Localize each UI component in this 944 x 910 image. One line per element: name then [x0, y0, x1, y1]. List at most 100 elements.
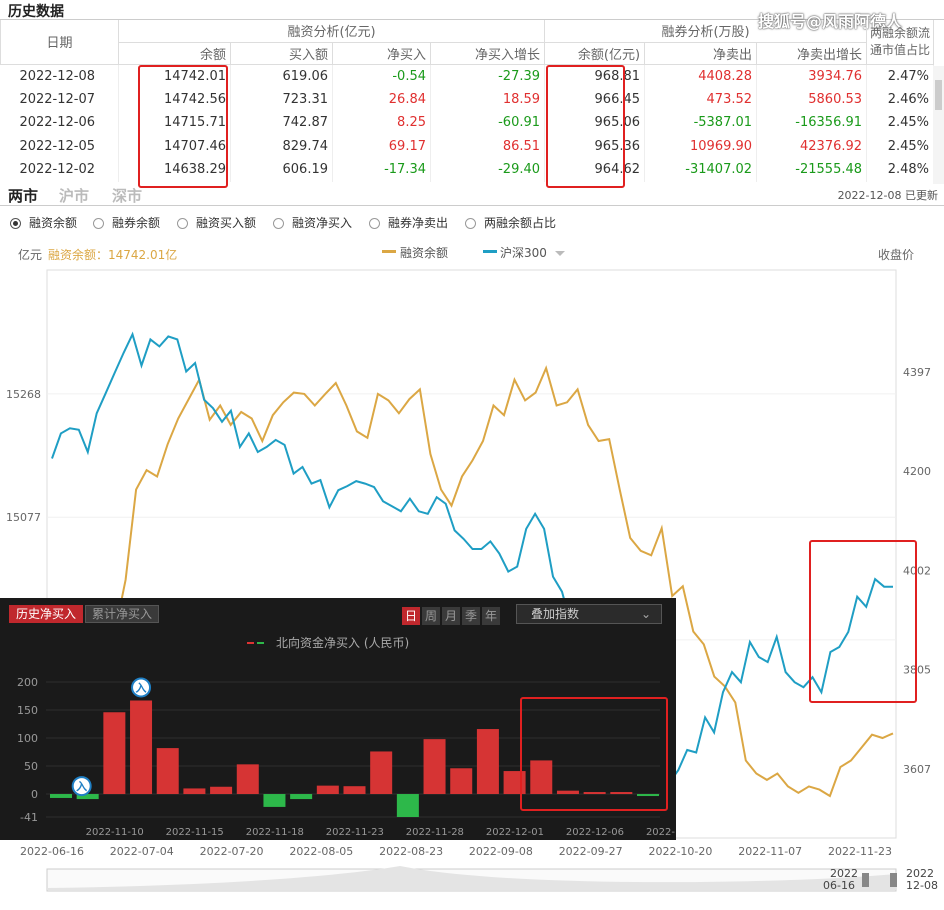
bar[interactable]: [183, 788, 206, 795]
highlight-box-rq-balance: [546, 65, 625, 188]
x-tick: 2022-11-07: [738, 845, 802, 858]
bar[interactable]: [236, 764, 259, 795]
row-cell: 473.52: [644, 87, 758, 111]
legend-label-rz[interactable]: 融资余额: [400, 245, 448, 260]
bar[interactable]: [130, 700, 153, 795]
bar[interactable]: [583, 792, 606, 795]
bar[interactable]: [610, 792, 633, 795]
row-cell: 619.06: [230, 64, 333, 88]
row-cell: 26.84: [332, 87, 431, 111]
y-right-tick: 4397: [903, 366, 931, 379]
row-cell: 964.62: [544, 158, 646, 182]
navigator-handle-right[interactable]: [890, 873, 897, 887]
period-4[interactable]: 年: [482, 607, 500, 625]
x-tick: 2022-07-20: [200, 845, 264, 858]
col-header[interactable]: 净卖出: [644, 42, 758, 65]
period-0[interactable]: 日: [402, 607, 420, 625]
bar-x-tick: 2022-11-18: [246, 827, 304, 838]
bar[interactable]: [530, 760, 553, 795]
bar[interactable]: [210, 786, 233, 795]
x-tick: 2022-06-16: [20, 845, 84, 858]
buy-marker-icon[interactable]: [131, 677, 152, 698]
navigator[interactable]: 2022 06-16 2022 12-08: [46, 866, 938, 892]
margin-balance-chart[interactable]: 亿元 融资余额：14742.01亿 融资余额 沪深300 收盘价 15268 15…: [0, 238, 944, 910]
x-tick: 2022-09-27: [559, 845, 623, 858]
bar-y-tick: 200: [17, 676, 38, 689]
navigator-handle-left[interactable]: [862, 873, 869, 887]
tab-cumulative-net-buy[interactable]: 累计净买入: [85, 605, 159, 623]
row-cell: 965.06: [544, 111, 646, 135]
market-tabs: 两市 沪市 深市 2022-12-08 已更新: [0, 184, 944, 206]
radio-rq-net-sell[interactable]: 融券净卖出: [369, 214, 448, 231]
row-cell: 4408.28: [644, 64, 758, 88]
rz-group-header: 融资分析(亿元): [117, 20, 546, 43]
bar[interactable]: [263, 794, 286, 807]
radio-margin-ratio[interactable]: 两融余额占比: [465, 214, 556, 231]
y-axis-right: 4397 4200 4002 3805 3607: [903, 366, 931, 776]
table-scrollbar[interactable]: [933, 66, 944, 184]
legend-label-hs300[interactable]: 沪深300: [500, 246, 547, 260]
row-date: 2022-12-08: [0, 64, 119, 88]
northbound-bar-chart[interactable]: 北向资金净买入 (人民币) 200 150 100 50 0 -41 2022-11-10…: [0, 598, 676, 840]
legend-dropdown-icon[interactable]: [555, 251, 565, 256]
row-cell: -60.91: [430, 111, 546, 135]
tab-shenzhen[interactable]: 深市: [112, 187, 143, 205]
bar[interactable]: [476, 729, 499, 795]
bar[interactable]: [103, 712, 126, 795]
tab-two-markets[interactable]: 两市: [8, 187, 39, 205]
row-cell: -17.34: [332, 158, 431, 182]
tab-shanghai[interactable]: 沪市: [59, 187, 90, 205]
buy-marker-label: 入: [136, 681, 147, 694]
bar[interactable]: [637, 794, 659, 797]
radio-rz-net-buy[interactable]: 融资净买入: [273, 214, 352, 231]
table-row: 2022-12-07 14742.56 723.31 26.84 18.59 966.45…: [0, 87, 935, 111]
bar-x-tick: 2022-11-15: [166, 827, 224, 838]
row-cell: 723.31: [230, 87, 333, 111]
radio-rz-buy[interactable]: 融资买入额: [177, 214, 256, 231]
bar[interactable]: [290, 794, 313, 800]
row-cell: 3934.76: [756, 64, 868, 88]
row-cell: 2.45%: [866, 134, 935, 158]
tab-history-net-buy[interactable]: 历史净买入: [9, 605, 83, 623]
bar[interactable]: [156, 748, 179, 795]
bar[interactable]: [370, 751, 393, 795]
row-cell: 14715.71: [118, 111, 231, 135]
col-header[interactable]: 净买入增长: [429, 42, 546, 65]
bar[interactable]: [396, 794, 419, 817]
left-axis-unit: 亿元: [18, 247, 42, 262]
buy-marker-icon[interactable]: [71, 776, 92, 797]
radio-rz-balance[interactable]: 融资余额: [10, 214, 77, 231]
col-header[interactable]: 净买入: [332, 42, 431, 65]
x-tick: 2022-11-23: [828, 845, 892, 858]
col-header[interactable]: 余额: [118, 42, 231, 65]
period-1[interactable]: 周: [422, 607, 440, 625]
radio-rq-balance[interactable]: 融券余额: [93, 214, 160, 231]
x-tick: 2022-09-08: [469, 845, 533, 858]
bar[interactable]: [556, 790, 579, 795]
table-row: 2022-12-08 14742.01 619.06 -0.54 -27.39 968.8…: [0, 64, 935, 88]
overlay-index-dropdown[interactable]: 叠加指数 ⌄: [516, 604, 662, 624]
table-row: 2022-12-05 14707.46 829.74 69.17 86.51 965.36…: [0, 134, 935, 158]
row-cell: 966.45: [544, 87, 646, 111]
bar[interactable]: [50, 794, 72, 798]
col-header[interactable]: 余额(亿元): [544, 42, 646, 65]
bar[interactable]: [316, 785, 339, 795]
period-3[interactable]: 季: [462, 607, 480, 625]
bar-x-axis: 2022-11-10 2022-11-15 2022-11-18 2022-11-23…: [86, 827, 676, 838]
row-cell: -21555.48: [756, 158, 868, 182]
period-2[interactable]: 月: [442, 607, 460, 625]
navigator-right-year: 2022: [906, 867, 934, 880]
highlight-box-chart-end: [809, 540, 917, 703]
col-header[interactable]: 买入额: [230, 42, 333, 65]
chevron-down-icon: ⌄: [640, 607, 651, 621]
bar[interactable]: [343, 786, 366, 795]
bar[interactable]: [76, 794, 99, 800]
col-header[interactable]: 净卖出增长: [756, 42, 868, 65]
bar[interactable]: [423, 739, 446, 795]
buy-marker-label: 入: [76, 780, 87, 793]
updated-text: 2022-12-08 已更新: [837, 189, 938, 202]
northbound-overlay-panel: 历史净买入 累计净买入 日周月季年 叠加指数 ⌄ 北向资金净买入 (人民币) 2…: [0, 598, 676, 840]
legend-swatch-rz: [382, 250, 396, 253]
bar[interactable]: [450, 768, 473, 795]
row-cell: 2.47%: [866, 64, 935, 88]
